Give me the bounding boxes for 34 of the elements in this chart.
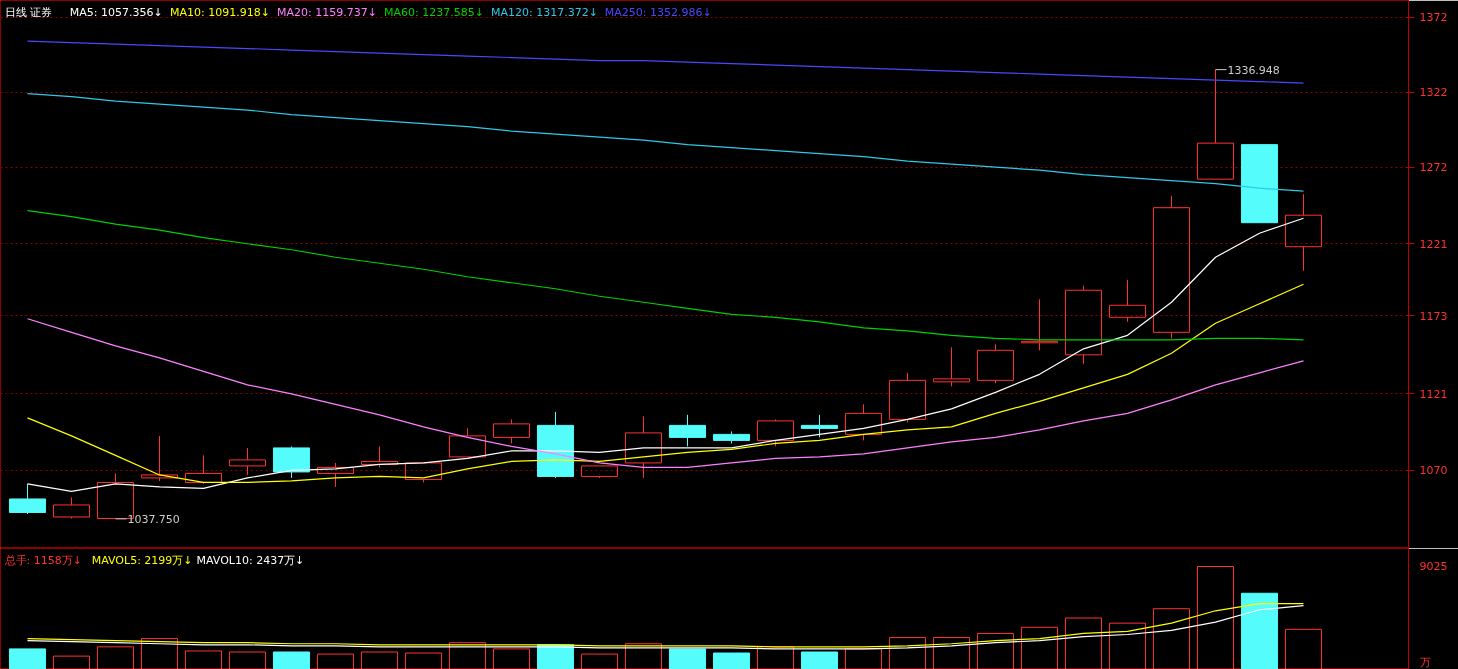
text: MAVOL5: 2199万↓ bbox=[91, 554, 193, 567]
text: MA20: 1159.737↓ bbox=[277, 6, 378, 19]
chart-title: 总手: 1158万↓ bbox=[3, 554, 82, 567]
line-series bbox=[26, 210, 1305, 341]
y-tick-label: 1372 bbox=[1419, 11, 1448, 25]
line-series bbox=[26, 318, 1305, 469]
bar bbox=[8, 648, 47, 669]
candlestick bbox=[1284, 193, 1323, 272]
bar bbox=[668, 648, 707, 669]
y-tick-label: 1070 bbox=[1419, 464, 1448, 478]
text: MAVOL10: 2437万↓ bbox=[196, 554, 305, 567]
y-tick-label: 1322 bbox=[1419, 86, 1448, 100]
bar bbox=[272, 651, 311, 669]
line-series bbox=[26, 40, 1305, 84]
text: 日线 证券 bbox=[4, 6, 52, 19]
bar bbox=[1240, 592, 1279, 669]
text: MA10: 1091.918↓ bbox=[170, 6, 271, 19]
text: MA250: 1352.986↓ bbox=[604, 6, 712, 19]
text: MA120: 1317.372↓ bbox=[491, 6, 599, 19]
y-tick-label: 1121 bbox=[1419, 387, 1448, 401]
bar bbox=[712, 652, 751, 669]
annotation: 1336.948 bbox=[1227, 63, 1280, 77]
text: 万 bbox=[1419, 655, 1431, 669]
line-series bbox=[26, 283, 1305, 484]
text: MA60: 1237.585↓ bbox=[384, 6, 485, 19]
bar bbox=[536, 644, 575, 669]
bar bbox=[800, 651, 839, 669]
text: MA5: 1057.356↓ bbox=[69, 6, 163, 19]
annotation: 1037.750 bbox=[127, 512, 180, 526]
line-series bbox=[26, 92, 1305, 192]
y-tick-label: 1173 bbox=[1419, 309, 1448, 323]
text: 9025 bbox=[1419, 560, 1448, 573]
y-tick-label: 1272 bbox=[1419, 161, 1448, 175]
y-tick-label: 1221 bbox=[1419, 237, 1448, 251]
